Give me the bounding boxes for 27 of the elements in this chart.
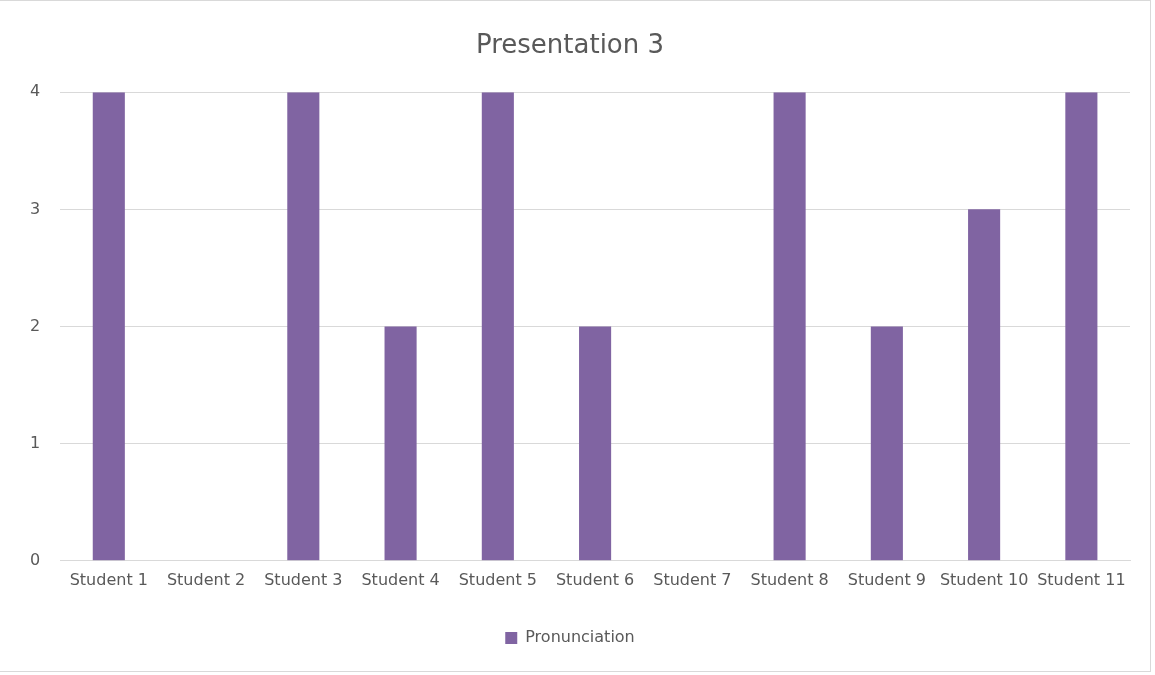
x-tick-label: Student 10: [939, 569, 1029, 589]
x-tick-label: Student 5: [458, 569, 537, 589]
x-tick-label: Student 6: [555, 569, 635, 589]
y-tick-label: 4: [29, 81, 41, 101]
bar: [968, 209, 1001, 561]
legend-label: Pronunciation: [525, 627, 635, 647]
x-tick-label: Student 8: [750, 569, 829, 589]
bar: [579, 326, 612, 561]
x-tick-label: Student 7: [653, 569, 732, 589]
y-tick-label: 0: [29, 549, 41, 569]
x-tick-label: Student 2: [166, 569, 246, 589]
x-tick-label: Student 4: [361, 569, 440, 589]
x-tick-label: Student 9: [847, 569, 926, 589]
bar: [773, 92, 806, 561]
x-tick-label: Student 1: [69, 569, 148, 589]
y-tick-label: 2: [29, 315, 41, 335]
x-tick-label: Student 11: [1037, 569, 1126, 589]
bar: [870, 326, 903, 561]
bar: [92, 92, 125, 561]
bar: [1065, 92, 1098, 561]
y-tick-label: 3: [29, 198, 41, 218]
bar: [384, 326, 417, 561]
bar: [287, 92, 320, 561]
x-tick-label: Student 3: [264, 569, 343, 589]
y-tick-label: 1: [29, 432, 41, 452]
bar: [481, 92, 514, 561]
chart-title: Presentation 3: [475, 29, 665, 60]
